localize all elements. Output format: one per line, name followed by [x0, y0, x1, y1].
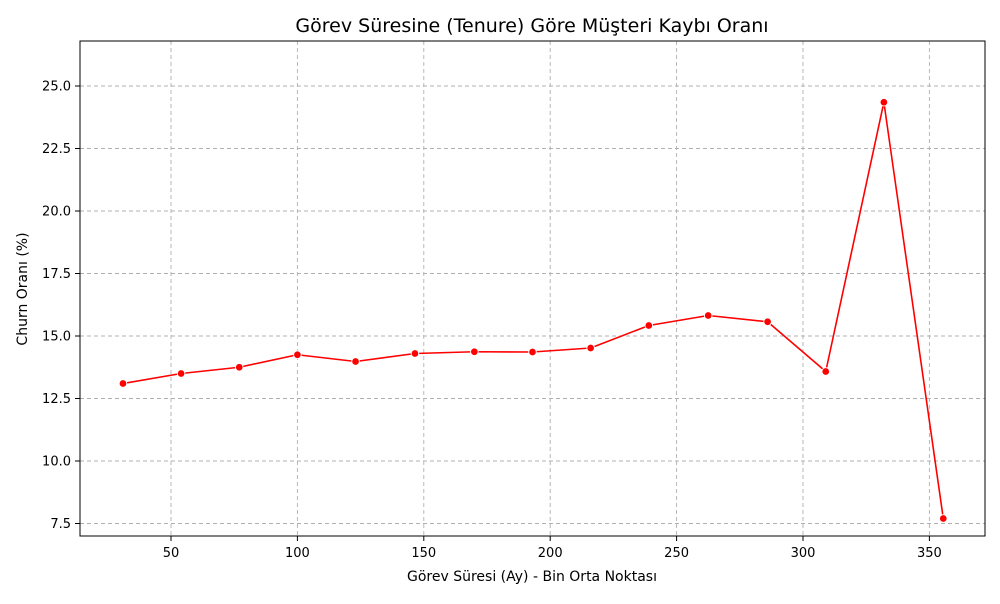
- data-point: [763, 317, 772, 327]
- data-point: [644, 321, 654, 330]
- x-tick-label: 200: [538, 546, 563, 561]
- y-tick-label: 22.5: [42, 142, 71, 157]
- chart-title: Görev Süresine (Tenure) Göre Müşteri Kay…: [295, 15, 768, 37]
- x-tick-label: 300: [791, 546, 816, 561]
- y-tick-label: 17.5: [42, 267, 71, 282]
- series-layer: [118, 97, 948, 523]
- data-point: [176, 369, 186, 378]
- data-point: [528, 347, 537, 357]
- data-point: [939, 514, 948, 523]
- x-tick-label: 50: [163, 546, 180, 561]
- x-tick-label: 350: [917, 546, 942, 561]
- x-axis-label: Görev Süresi (Ay) - Bin Orta Noktası: [407, 569, 657, 585]
- data-point: [235, 363, 244, 372]
- y-tick-label: 15.0: [42, 330, 71, 345]
- y-tick-label: 10.0: [42, 455, 71, 470]
- series-line: [122, 101, 945, 519]
- y-tick-label: 12.5: [42, 392, 71, 407]
- y-tick-label: 7.5: [50, 517, 71, 532]
- data-point: [410, 349, 420, 358]
- plot-frame: [79, 40, 986, 537]
- y-axis-label: Churn Oranı (%): [15, 232, 31, 345]
- grid: [80, 41, 985, 536]
- data-point: [470, 347, 479, 357]
- x-tick-label: 100: [285, 546, 310, 561]
- x-axis: 50 100 150 200 250 300 350: [163, 536, 942, 561]
- data-point: [293, 350, 302, 360]
- y-axis: 7.5 10.0 12.5 15.0 17.5 20.0 22.5 25.0: [42, 80, 80, 532]
- x-tick-label: 250: [664, 546, 689, 561]
- data-point: [351, 357, 360, 366]
- x-tick-label: 150: [411, 546, 436, 561]
- y-tick-label: 25.0: [42, 80, 71, 95]
- data-point: [821, 367, 830, 376]
- y-tick-label: 20.0: [42, 205, 71, 220]
- data-point: [118, 379, 128, 388]
- data-point: [879, 97, 889, 107]
- data-point: [703, 311, 713, 320]
- data-point: [586, 343, 595, 353]
